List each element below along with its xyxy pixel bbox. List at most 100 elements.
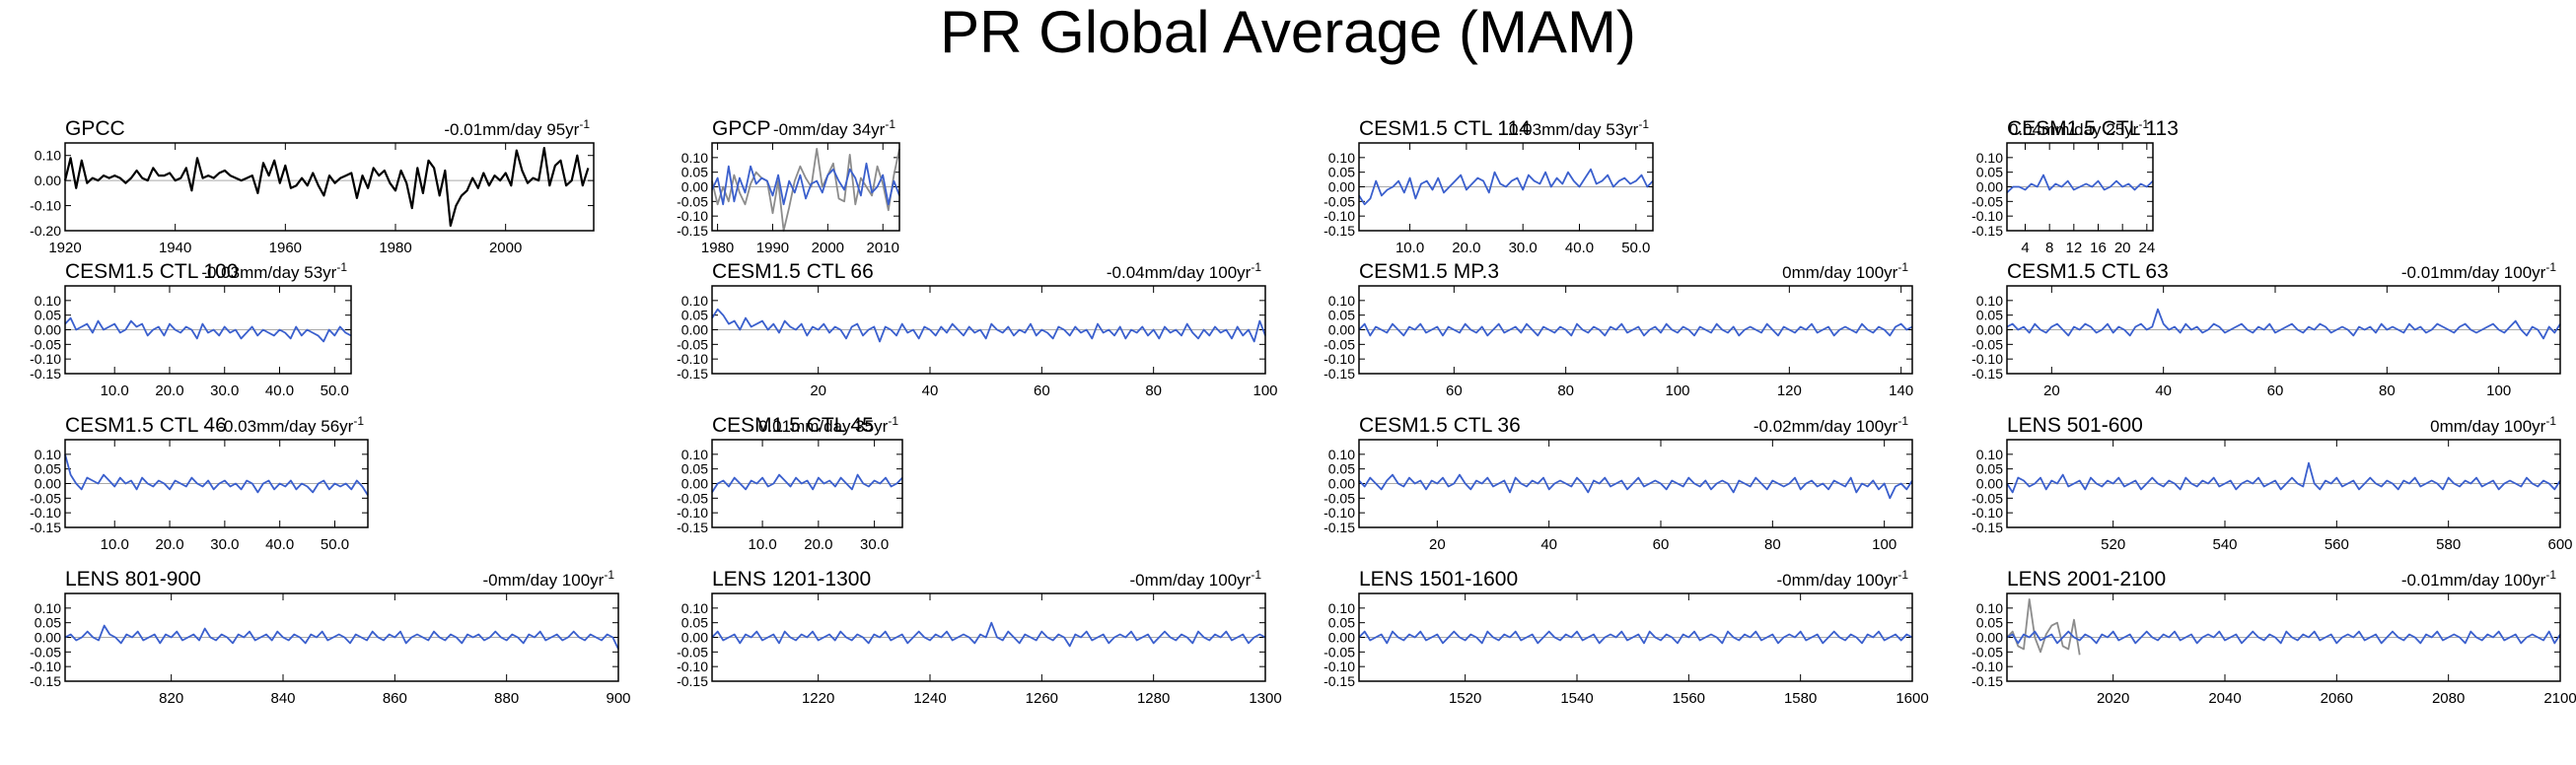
trend-exponent: -1	[336, 260, 347, 274]
x-tick-label: 50.0	[1621, 240, 1650, 256]
panel-title: GPCC	[65, 117, 125, 140]
x-tick-label: 16	[2090, 240, 2107, 256]
x-tick-label: 1260	[1026, 690, 1058, 707]
x-tick-label: 80	[2379, 382, 2396, 399]
y-tick-label: 0.10	[1976, 293, 2003, 309]
panel-trend: 0mm/day 100yr-1	[1782, 260, 1908, 282]
x-tick-label: 2040	[2208, 690, 2241, 707]
trend-exponent: -1	[1897, 568, 1908, 582]
x-tick-label: 2100	[2543, 690, 2576, 707]
y-tick-label: -0.10	[30, 198, 61, 214]
y-tick-label: 0.10	[35, 148, 61, 164]
panel-title: CESM1.5 CTL 36	[1359, 414, 1521, 437]
y-tick-label: -0.10	[677, 351, 708, 367]
y-tick-label: -0.10	[677, 208, 708, 224]
panel-title: CESM1.5 CTL 100	[65, 260, 238, 283]
x-tick-label: 24	[2138, 240, 2155, 256]
x-tick-label: 100	[2486, 382, 2511, 399]
trend-exponent: -1	[1251, 568, 1261, 582]
y-tick-label: 0.05	[1328, 308, 1355, 323]
y-tick-label: 0.00	[681, 322, 708, 338]
y-tick-label: -0.10	[1324, 505, 1355, 521]
x-tick-label: 1920	[48, 240, 81, 256]
plot-frame	[711, 285, 1266, 375]
x-tick-label: 1980	[379, 240, 411, 256]
y-tick-label: 0.05	[681, 308, 708, 323]
x-tick-label: 2080	[2432, 690, 2465, 707]
x-tick-label: 840	[270, 690, 295, 707]
panel-trend: -0.03mm/day 53yr-1	[201, 260, 347, 282]
y-tick-label: -0.10	[1324, 659, 1355, 674]
y-tick-label: -0.10	[1971, 208, 2003, 224]
trend-exponent: -1	[2545, 568, 2556, 582]
y-tick-label: -0.05	[677, 336, 708, 352]
x-tick-label: 20	[2043, 382, 2060, 399]
x-tick-label: 2010	[867, 240, 899, 256]
x-tick-label: 860	[383, 690, 407, 707]
x-tick-label: 520	[2101, 536, 2125, 553]
x-tick-label: 10.0	[101, 536, 129, 553]
y-tick-label: -0.05	[1971, 490, 2003, 506]
x-tick-label: 900	[606, 690, 630, 707]
panel-title: CESM1.5 CTL 113	[2007, 117, 2179, 140]
chart-panel: GPCC -0.01mm/day 95yr-1 0.10 0.00 -0.10 -0.20…	[30, 117, 595, 256]
y-tick-label: 0.00	[1328, 179, 1355, 195]
series-line	[2006, 174, 2154, 194]
y-tick-label: -0.10	[30, 659, 61, 674]
y-tick-label: -0.15	[1971, 673, 2003, 689]
y-tick-label: -0.15	[1324, 366, 1355, 382]
x-tick-label: 8	[2045, 240, 2053, 256]
y-tick-label: 0.10	[681, 150, 708, 166]
chart-panel: LENS 1501-1600 -0mm/day 100yr-1 0.100.050.…	[1324, 568, 1929, 707]
panel-trend: -0.03mm/day 56yr-1	[218, 414, 364, 436]
series-line	[711, 147, 900, 232]
series-line	[1358, 168, 1654, 206]
y-tick-label: 0.00	[35, 630, 61, 646]
series-line	[711, 162, 900, 206]
plot-frame	[1358, 439, 1913, 528]
x-tick-label: 40.0	[1565, 240, 1594, 256]
y-tick-label: 0.00	[35, 322, 61, 338]
trend-exponent: -1	[1251, 260, 1261, 274]
y-tick-label: 0.10	[681, 293, 708, 309]
x-tick-label: 60	[2267, 382, 2284, 399]
y-tick-label: 0.10	[1328, 293, 1355, 309]
y-tick-label: 0.00	[1976, 476, 2003, 492]
chart-panel: CESM1.5 CTL 36 -0.02mm/day 100yr-10.100.0…	[1324, 414, 1913, 553]
panel-trend: -0mm/day 100yr-1	[1130, 568, 1262, 590]
x-tick-label: 1980	[701, 240, 734, 256]
x-tick-label: 12	[2065, 240, 2082, 256]
y-tick-label: -0.10	[677, 505, 708, 521]
y-tick-label: -0.05	[30, 336, 61, 352]
y-tick-label: 0.00	[1976, 322, 2003, 338]
panel-trend: 0.03mm/day 53yr-1	[1509, 117, 1649, 139]
panel-title: LENS 801-900	[65, 568, 201, 591]
x-tick-label: 20.0	[155, 536, 183, 553]
y-tick-label: -0.05	[677, 490, 708, 506]
y-tick-label: -0.10	[1971, 505, 2003, 521]
x-tick-label: 1960	[269, 240, 302, 256]
trend-exponent: -1	[1897, 260, 1908, 274]
chart-panel: GPCP -0mm/day 34yr-10.100.050.00-0.05-0.1…	[677, 117, 900, 256]
panel-title: LENS 1201-1300	[712, 568, 871, 591]
trend-exponent: -1	[1897, 414, 1908, 428]
y-tick-label: 0.10	[1328, 150, 1355, 166]
x-tick-label: 30.0	[210, 536, 239, 553]
y-tick-label: -0.15	[1324, 520, 1355, 535]
y-tick-label: 0.00	[681, 179, 708, 195]
trend-exponent: -1	[1638, 117, 1649, 131]
trend-exponent: -1	[2545, 260, 2556, 274]
series-line	[64, 316, 352, 343]
y-tick-label: -0.05	[1971, 644, 2003, 660]
x-tick-label: 30.0	[210, 382, 239, 399]
y-tick-label: -0.15	[677, 223, 708, 239]
y-tick-label: 0.00	[35, 173, 61, 188]
panel-title: CESM1.5 CTL 114	[1359, 117, 1531, 140]
series-line	[1358, 322, 1913, 337]
series-line	[1358, 473, 1913, 500]
chart-panel: CESM1.5 CTL 450.01mm/day 35yr-1 0.100.050…	[677, 414, 903, 553]
x-tick-label: 2020	[2097, 690, 2129, 707]
x-tick-label: 140	[1889, 382, 1913, 399]
x-tick-label: 100	[1252, 382, 1277, 399]
panel-trend: -0.01mm/day 100yr-1	[2401, 260, 2556, 282]
